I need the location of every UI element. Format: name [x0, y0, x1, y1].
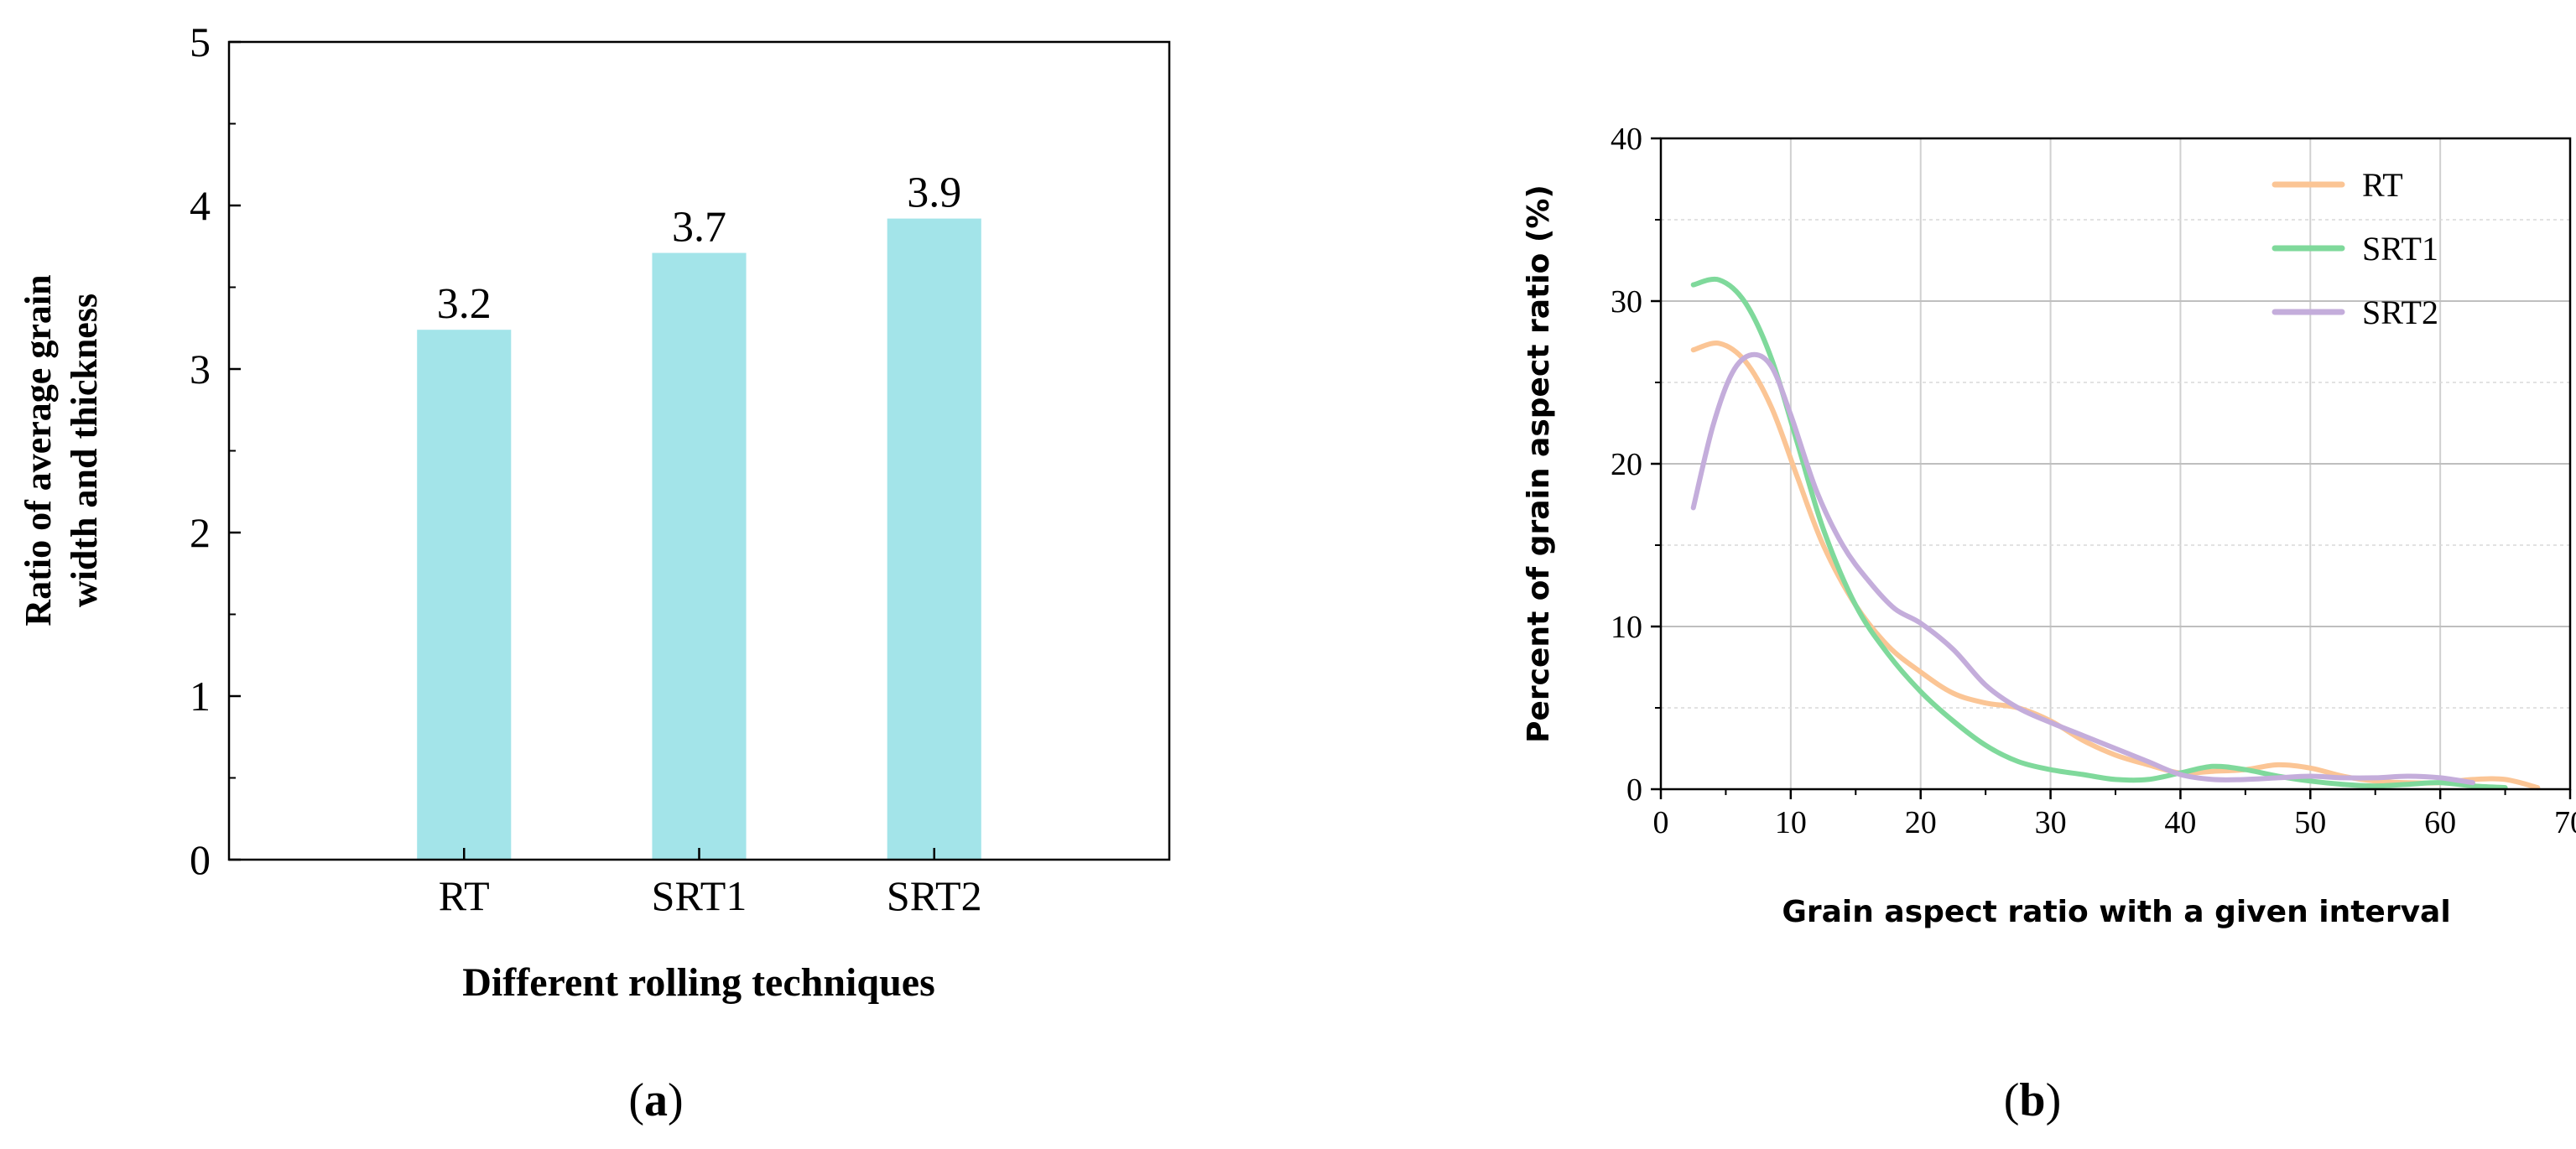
- bar-chart-ylabel-line-2: width and thickness: [64, 294, 105, 607]
- bar-rt: [417, 330, 512, 860]
- y-tick-label: 2: [190, 509, 211, 556]
- y-tick-label: 0: [1626, 772, 1642, 808]
- series-line-srt2: [1690, 351, 2475, 786]
- bar-series: 3.2 3.7 3.9: [417, 169, 981, 860]
- y-tick-label: 4: [190, 182, 211, 229]
- x-tick-label: 0: [1653, 805, 1669, 840]
- x-tick-label: 60: [2424, 805, 2456, 840]
- bar-srt2: [887, 218, 981, 860]
- y-tick-label: 5: [190, 18, 211, 65]
- x-tick-label: 50: [2294, 805, 2326, 840]
- x-tick-label: 40: [2164, 805, 2196, 840]
- bar-chart-panel: 3.2 3.7 3.9 RT SRT1 SRT2 0 1 2 3 4 5 Ratio of aver…: [18, 18, 1171, 1126]
- y-tick-label: 10: [1611, 610, 1642, 645]
- x-tick-label: SRT1: [652, 872, 747, 919]
- y-tick-label: 20: [1611, 447, 1642, 482]
- line-chart-legend: RT SRT1 SRT2: [2272, 166, 2438, 331]
- legend-label-srt1: SRT1: [2362, 230, 2438, 268]
- series-line-srt1: [1690, 276, 2508, 791]
- y-tick-label: 30: [1611, 284, 1642, 320]
- line-series: [1690, 276, 2541, 791]
- line-chart-xlabel: Grain aspect ratio with a given interval: [1782, 895, 2450, 929]
- bar-value-label: 3.2: [437, 280, 492, 328]
- bar-value-label: 3.9: [907, 169, 961, 217]
- y-tick-label: 40: [1611, 122, 1642, 157]
- bar-chart-xlabel: Different rolling techniques: [462, 960, 935, 1005]
- y-tick-label: 3: [190, 346, 211, 393]
- bar-chart-ylabel-line-1: Ratio of average grain: [18, 274, 59, 626]
- line-chart-panel: 0 10 20 30 40 50 60 70 0 10 20 30 40 RT SRT1 SRT2 Perc…: [1522, 122, 2576, 1126]
- x-tick-label: 10: [1775, 805, 1807, 840]
- x-tick-label: SRT2: [887, 872, 982, 919]
- line-chart-grid: [1661, 138, 2570, 789]
- panel-label-b: (b): [2004, 1074, 2061, 1126]
- x-tick-label: RT: [439, 872, 490, 919]
- y-tick-label: 1: [190, 673, 211, 720]
- series-line-rt: [1690, 341, 2541, 791]
- x-tick-label: 30: [2035, 805, 2067, 840]
- legend-label-rt: RT: [2362, 166, 2403, 204]
- panel-label-a: (a): [628, 1074, 683, 1126]
- x-tick-label: 20: [1905, 805, 1937, 840]
- line-chart-axes: 0 10 20 30 40 50 60 70 0 10 20 30 40: [1611, 122, 2576, 840]
- line-chart-ylabel: Percent of grain aspect ratio (%): [1522, 185, 1556, 743]
- bar-chart-axes: RT SRT1 SRT2 0 1 2 3 4 5: [190, 18, 982, 919]
- bar-value-label: 3.7: [672, 204, 726, 252]
- x-tick-label: 70: [2554, 805, 2576, 840]
- legend-label-srt2: SRT2: [2362, 294, 2438, 331]
- y-tick-label: 0: [190, 836, 211, 883]
- bar-srt1: [652, 252, 747, 860]
